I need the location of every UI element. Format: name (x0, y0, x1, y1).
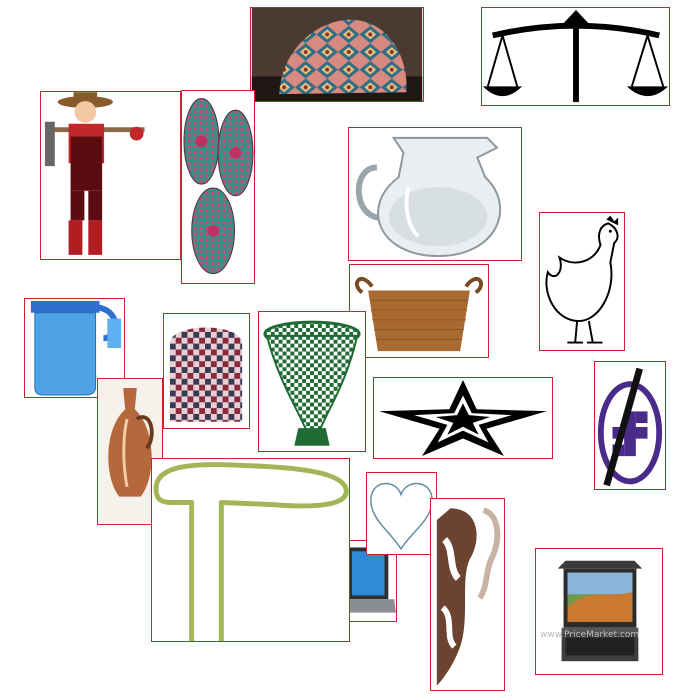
balance-scale-icon (481, 7, 670, 106)
rack-console-monitor-image: www.PriceMarket.com (535, 548, 663, 675)
patterned-cloth-mask-image (250, 7, 424, 102)
woven-basket-image (349, 264, 489, 358)
woven-fans-image (181, 90, 255, 284)
crossed-swastika-sign-icon (594, 361, 666, 490)
green-woven-basket-image (258, 311, 366, 452)
heart-outline-icon (366, 472, 437, 555)
woven-tea-cozy-image (163, 313, 250, 429)
chicken-drawing-image (539, 212, 625, 351)
glass-water-jug-image (348, 127, 522, 261)
cane-handle-outline-image (151, 458, 350, 642)
farmer-with-hoe-image (40, 91, 181, 260)
blue-plastic-jug-image (24, 298, 125, 398)
watermark-text: www.PriceMarket.com (540, 630, 640, 640)
cow-hide-image (430, 498, 505, 691)
star-icon (373, 377, 553, 459)
